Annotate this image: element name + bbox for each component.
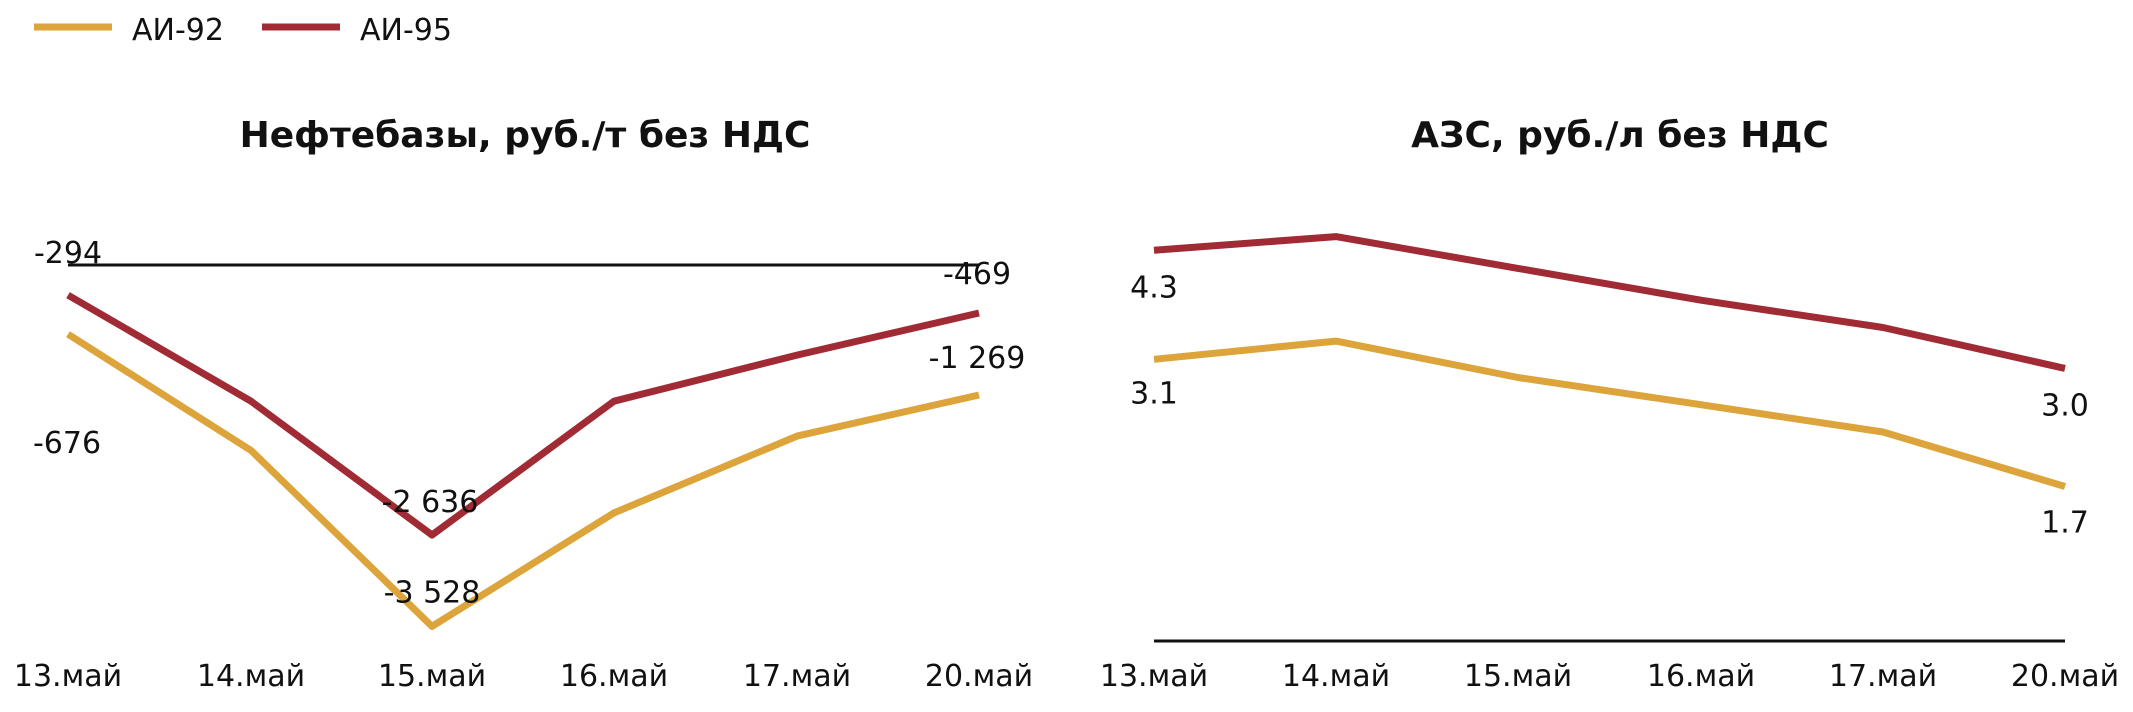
chart-title: Нефтебазы, руб./т без НДС: [240, 115, 811, 156]
x-tick-label: 17.май: [1829, 659, 1937, 694]
legend-label-ai92: АИ-92: [132, 13, 224, 48]
data-label: -294: [34, 236, 102, 271]
x-tick-label: 16.май: [1647, 659, 1755, 694]
x-tick-label: 15.май: [378, 659, 486, 694]
data-label: -3 528: [384, 575, 481, 610]
data-label: -469: [943, 257, 1011, 292]
series-line-ai92: [1153, 337, 2067, 490]
x-tick-label: 20.май: [925, 659, 1033, 694]
data-label: -2 636: [382, 485, 479, 520]
x-tick-label: 14.май: [197, 659, 305, 694]
series-line-ai92: [66, 331, 980, 630]
series-line-ai95: [1153, 233, 2066, 372]
x-tick-label: 17.май: [743, 659, 851, 694]
chart-title: АЗС, руб./л без НДС: [1411, 115, 1829, 156]
data-label: 3.1: [1130, 376, 1178, 411]
data-label: -676: [33, 426, 101, 461]
x-tick-label: 14.май: [1282, 659, 1390, 694]
data-label: -1 269: [929, 341, 1026, 376]
x-tick-label: 15.май: [1464, 659, 1572, 694]
plot-area: 13.май 14.май 15.май 16.май 17.май 20.май 3.1 1…: [1100, 233, 2119, 694]
data-label: 1.7: [2041, 506, 2089, 541]
x-tick-label: 13.май: [14, 659, 122, 694]
x-tick-label: 13.май: [1100, 659, 1208, 694]
oil-depot-chart: Нефтебазы, руб./т без НДС 13.май 14.май 15…: [14, 115, 1033, 694]
gas-station-chart: АЗС, руб./л без НДС 13.май 14.май 15.май 16…: [1100, 115, 2119, 694]
data-label: 4.3: [1130, 270, 1178, 305]
data-label: 3.0: [2041, 388, 2089, 423]
x-tick-label: 20.май: [2011, 659, 2119, 694]
x-tick-label: 16.май: [560, 659, 668, 694]
legend: АИ-92 АИ-95: [34, 13, 452, 48]
plot-area: 13.май 14.май 15.май 16.май 17.май 20.май -676…: [14, 236, 1033, 694]
series-line-ai95: [66, 292, 980, 539]
legend-label-ai95: АИ-95: [360, 13, 452, 48]
